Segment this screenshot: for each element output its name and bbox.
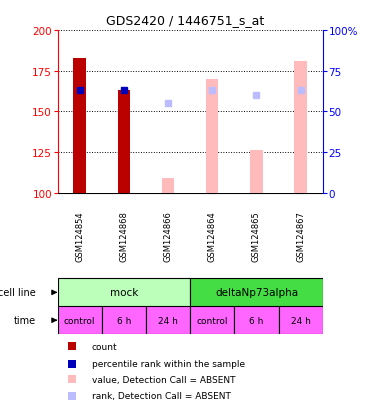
Text: GSM124865: GSM124865 (252, 211, 261, 261)
Text: cell line: cell line (0, 288, 35, 298)
Bar (206, 80, 219, 193)
Text: 6 h: 6 h (249, 316, 264, 325)
Text: GSM124854: GSM124854 (75, 211, 84, 261)
Bar (118, 91, 130, 193)
Bar (190, 306, 234, 334)
Text: GSM124866: GSM124866 (164, 211, 173, 261)
Text: GDS2420 / 1446751_s_at: GDS2420 / 1446751_s_at (106, 14, 265, 27)
Text: 24 h: 24 h (291, 316, 311, 325)
Text: rank, Detection Call = ABSENT: rank, Detection Call = ABSENT (92, 392, 231, 400)
Text: GSM124868: GSM124868 (119, 211, 128, 261)
Bar (73, 59, 86, 193)
Bar (58, 306, 102, 334)
Bar (279, 306, 323, 334)
Text: count: count (92, 342, 118, 351)
Text: time: time (13, 316, 35, 325)
Bar (58, 279, 190, 306)
Text: GSM124864: GSM124864 (208, 211, 217, 261)
Text: value, Detection Call = ABSENT: value, Detection Call = ABSENT (92, 375, 236, 384)
Bar (295, 62, 307, 193)
Text: mock: mock (110, 288, 138, 298)
Text: GSM124867: GSM124867 (296, 211, 305, 261)
Bar (162, 179, 174, 193)
Bar (250, 151, 263, 193)
Bar (146, 306, 190, 334)
Bar (102, 306, 146, 334)
Bar (234, 306, 279, 334)
Text: 24 h: 24 h (158, 316, 178, 325)
Text: percentile rank within the sample: percentile rank within the sample (92, 359, 245, 368)
Text: deltaNp73alpha: deltaNp73alpha (215, 288, 298, 298)
Text: control: control (197, 316, 228, 325)
Bar (190, 279, 323, 306)
Text: control: control (64, 316, 95, 325)
Text: 6 h: 6 h (116, 316, 131, 325)
